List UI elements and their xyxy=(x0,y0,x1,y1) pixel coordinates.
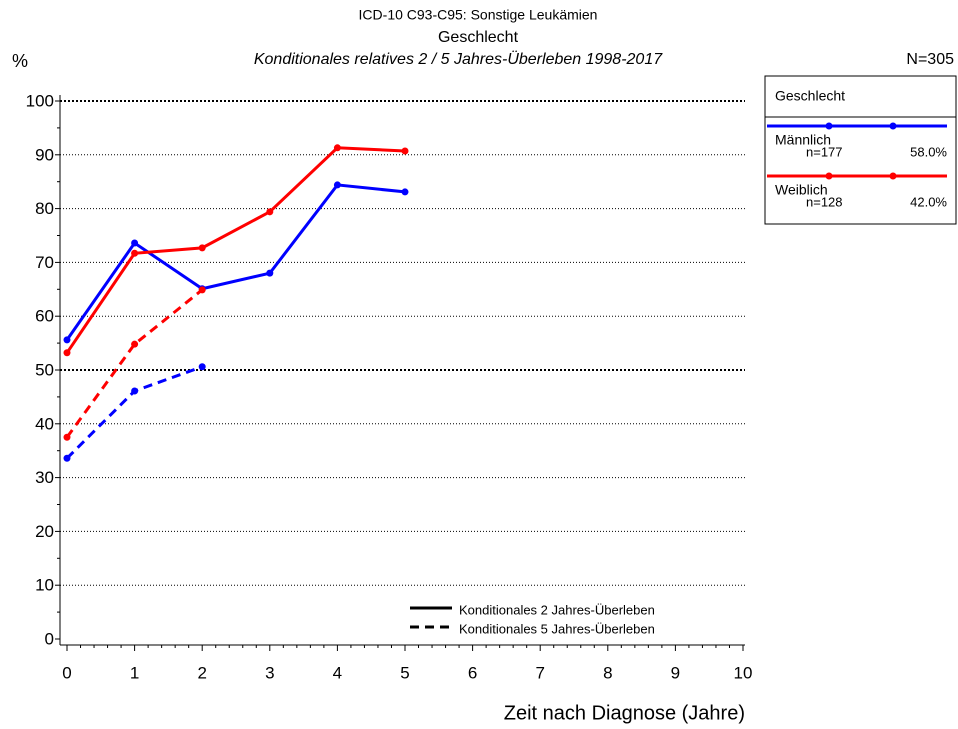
legend-marker xyxy=(889,122,897,130)
data-point xyxy=(131,340,139,348)
legend-label: Männlich xyxy=(775,132,831,148)
style-legend-label: Konditionales 5 Jahres-Überleben xyxy=(459,621,655,636)
y-tick-label: 100 xyxy=(26,91,54,110)
series-line xyxy=(65,146,406,354)
data-point xyxy=(198,363,206,371)
data-point xyxy=(333,181,341,189)
y-tick-label: 10 xyxy=(35,576,54,595)
legend-marker xyxy=(825,172,833,180)
data-point xyxy=(63,336,71,344)
total-label: N=305 xyxy=(906,51,954,68)
legend-marker xyxy=(889,172,897,180)
data-point xyxy=(266,208,274,216)
legend-label: Weiblich xyxy=(775,182,828,198)
x-axis-label: Zeit nach Diagnose (Jahre) xyxy=(504,702,745,724)
chart-subtitle: Geschlecht xyxy=(438,29,519,46)
x-tick-label: 7 xyxy=(535,663,544,682)
chart-title: ICD-10 C93-C95: Sonstige Leukämien xyxy=(359,7,598,23)
data-point xyxy=(198,244,206,252)
x-tick-label: 10 xyxy=(734,663,753,682)
y-tick-label: 0 xyxy=(45,629,54,648)
data-point xyxy=(198,286,206,294)
legend-n: n=177 xyxy=(806,144,843,159)
data-point xyxy=(266,269,274,277)
data-point xyxy=(131,239,139,247)
chart-subtitle2: Konditionales relatives 2 / 5 Jahres-Übe… xyxy=(254,50,663,68)
x-tick-label: 0 xyxy=(62,663,71,682)
data-point xyxy=(63,349,71,357)
y-axis-label: % xyxy=(12,51,28,71)
style-legend-label: Konditionales 2 Jahres-Überleben xyxy=(459,602,655,617)
y-tick-label: 20 xyxy=(35,522,54,541)
y-tick-label: 90 xyxy=(35,145,54,164)
y-tick-label: 60 xyxy=(35,307,54,326)
x-tick-label: 3 xyxy=(265,663,274,682)
data-point xyxy=(333,144,341,152)
series-line xyxy=(65,183,406,341)
data-point xyxy=(63,433,71,441)
x-tick-label: 4 xyxy=(333,663,342,682)
legend-n: n=128 xyxy=(806,194,843,209)
y-tick-label: 80 xyxy=(35,199,54,218)
data-point xyxy=(401,147,409,155)
x-tick-label: 9 xyxy=(671,663,680,682)
y-tick-label: 70 xyxy=(35,253,54,272)
data-point xyxy=(63,454,71,462)
legend-share: 42.0% xyxy=(910,194,947,209)
legend-share: 58.0% xyxy=(910,144,947,159)
series-line xyxy=(65,288,204,439)
series-line xyxy=(65,365,203,460)
x-tick-label: 2 xyxy=(197,663,206,682)
legend-title: Geschlecht xyxy=(775,88,845,104)
data-point xyxy=(131,387,139,395)
legend-box xyxy=(764,75,957,225)
y-tick-label: 50 xyxy=(35,360,54,379)
y-tick-label: 30 xyxy=(35,468,54,487)
legend-marker xyxy=(825,122,833,130)
data-point xyxy=(131,249,139,257)
x-tick-label: 1 xyxy=(130,663,139,682)
x-tick-label: 8 xyxy=(603,663,612,682)
y-tick-label: 40 xyxy=(35,414,54,433)
data-point xyxy=(401,188,409,196)
x-tick-label: 6 xyxy=(468,663,477,682)
x-tick-label: 5 xyxy=(400,663,409,682)
